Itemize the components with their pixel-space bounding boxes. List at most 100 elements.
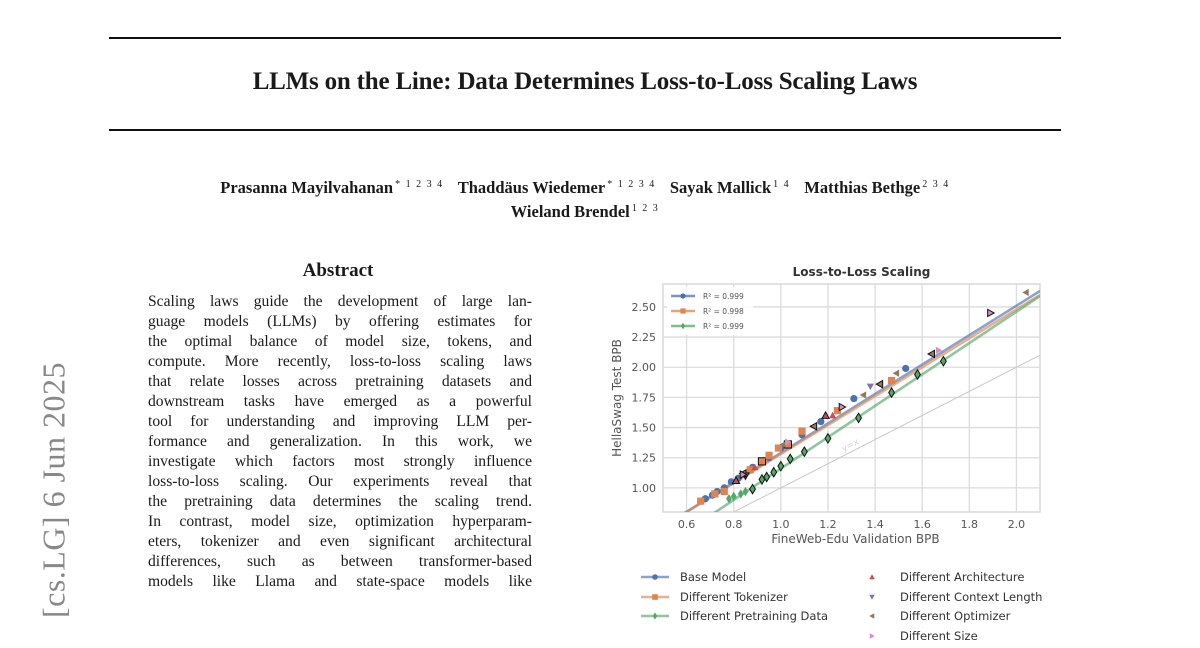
data-point <box>798 427 806 435</box>
legend-item: Different Pretraining Data <box>640 607 840 625</box>
data-point <box>866 383 874 391</box>
title-rule-bottom <box>109 129 1061 131</box>
bottom-legend: Base Model Different Tokenizer Different P… <box>640 568 1060 648</box>
data-point <box>887 376 896 385</box>
data-point <box>914 368 921 381</box>
x-tick-label: 2.0 <box>1008 518 1026 531</box>
legend-label: Different Context Length <box>900 589 1043 604</box>
abstract-line: compute. More recently, loss-to-loss sca… <box>148 353 532 370</box>
legend-item: Different Architecture <box>860 568 1060 586</box>
data-point <box>751 463 759 471</box>
data-point <box>935 346 943 354</box>
author-affiliation: 1 4 <box>773 179 791 190</box>
legend-marker <box>869 574 875 580</box>
legend-swatch <box>641 593 669 600</box>
legend-item: Different Size <box>860 627 1060 645</box>
data-point <box>742 486 749 497</box>
legend-label: Different Optimizer <box>900 609 1011 623</box>
chart-title: Loss-to-Loss Scaling <box>793 265 931 279</box>
data-point <box>926 349 935 359</box>
data-point <box>892 369 900 377</box>
legend-swatch <box>869 594 875 600</box>
data-point <box>800 446 808 458</box>
legend-item: Different Optimizer <box>860 607 1060 625</box>
data-point <box>749 483 757 495</box>
y-tick-label: 1.25 <box>632 452 657 465</box>
legend-marker <box>652 574 658 580</box>
arxiv-stamp-text: [cs.LG] 6 Jun 2025 <box>35 361 72 619</box>
fit-line <box>713 294 1040 512</box>
legend-label: Different Pretraining Data <box>680 609 829 623</box>
author-affiliation: * 1 2 3 4 <box>607 179 656 190</box>
legend-swatch <box>869 632 875 639</box>
x-axis-label: FineWeb-Edu Validation BPB <box>771 532 939 546</box>
author: Prasanna Mayilvahanan * 1 2 3 4 <box>220 178 443 197</box>
legend-label: Different Tokenizer <box>680 589 788 604</box>
y-tick-label: 1.00 <box>632 482 657 495</box>
x-tick-label: 1.4 <box>866 518 884 531</box>
y-tick-label: 1.75 <box>632 391 657 404</box>
data-point <box>697 497 705 505</box>
abstract-line: the pretraining data determines the scal… <box>148 493 532 510</box>
scatter-chart: Loss-to-Loss Scaling 0.6 0.8 1.0 1.2 1.4 1.6 1.… <box>610 265 1041 546</box>
fit-legend-label: R² = 0.998 <box>703 307 744 316</box>
reference-line-y-equals-x <box>732 354 1040 512</box>
fit-legend-label: R² = 0.999 <box>703 322 744 331</box>
fit-legend-marker <box>680 293 686 299</box>
author-affiliation: 2 3 4 <box>922 179 950 190</box>
author-name: Matthias Bethge <box>804 178 921 197</box>
author-name: Prasanna Mayilvahanan <box>220 178 394 197</box>
abstract-line: Scaling laws guide the development of la… <box>148 293 532 310</box>
legend-swatch <box>641 574 669 580</box>
abstract-line: that relate losses across pretraining da… <box>148 373 532 390</box>
abstract-line: In contrast, model size, optimization hy… <box>148 513 532 530</box>
fit-legend-label: R² = 0.999 <box>703 292 744 301</box>
paper-title: LLMs on the Line: Data Determines Loss-t… <box>252 68 918 95</box>
data-point <box>720 487 728 496</box>
data-point <box>875 379 884 389</box>
data-point <box>777 460 785 472</box>
abstract-line: formance and generalization. In this wor… <box>148 433 532 450</box>
x-tick-label: 1.0 <box>772 518 790 531</box>
abstract-text: Scaling laws guide the development of la… <box>148 292 532 592</box>
data-point <box>774 444 783 452</box>
figure-loss-to-loss: Loss-to-Loss Scaling 0.6 0.8 1.0 1.2 1.4 1.6 1.… <box>600 260 1060 648</box>
x-tick-label: 1.2 <box>819 518 837 531</box>
y-tick-label: 2.50 <box>632 301 657 314</box>
data-point <box>824 432 832 445</box>
legend-item: Different Tokenizer <box>640 588 840 606</box>
title-rule-top <box>109 37 1061 39</box>
legend-marker <box>652 612 658 620</box>
author: Matthias Bethge 2 3 4 <box>804 178 949 197</box>
abstract-line: tool for understanding and improving LLM… <box>148 413 532 430</box>
y-tick-label: 1.50 <box>632 422 657 435</box>
abstract-line: investigate which factors most strongly … <box>148 453 532 470</box>
data-point <box>770 466 778 478</box>
data-point <box>855 412 863 424</box>
data-point <box>757 457 767 466</box>
data-point <box>833 407 841 415</box>
abstract-line: guage models (LLMs) by offering estimate… <box>148 313 532 330</box>
legend-label: Different Architecture <box>900 570 1025 584</box>
data-point <box>821 410 831 419</box>
abstract-line: differences, such as between transformer… <box>148 553 532 570</box>
data-point <box>987 308 996 318</box>
author: Thaddäus Wiedemer * 1 2 3 4 <box>458 178 656 197</box>
x-tick-label: 1.6 <box>913 518 931 531</box>
legend-marker <box>869 613 875 619</box>
data-point <box>902 364 910 373</box>
author-name: Sayak Mallick <box>669 178 772 197</box>
data-point <box>785 438 792 446</box>
arxiv-stamp: [cs.LG] 6 Jun 2025 <box>24 340 84 648</box>
data-point <box>850 395 858 403</box>
author-name: Thaddäus Wiedemer <box>457 178 606 197</box>
fit-legend-marker <box>680 308 686 314</box>
data-point <box>838 402 847 412</box>
author-affiliation: * 1 2 3 4 <box>395 179 444 190</box>
data-point <box>817 417 825 426</box>
data-point <box>809 421 818 431</box>
data-point <box>726 494 732 504</box>
data-point <box>786 453 794 465</box>
author-affiliation: 1 2 3 <box>631 203 660 214</box>
data-point <box>859 391 867 399</box>
